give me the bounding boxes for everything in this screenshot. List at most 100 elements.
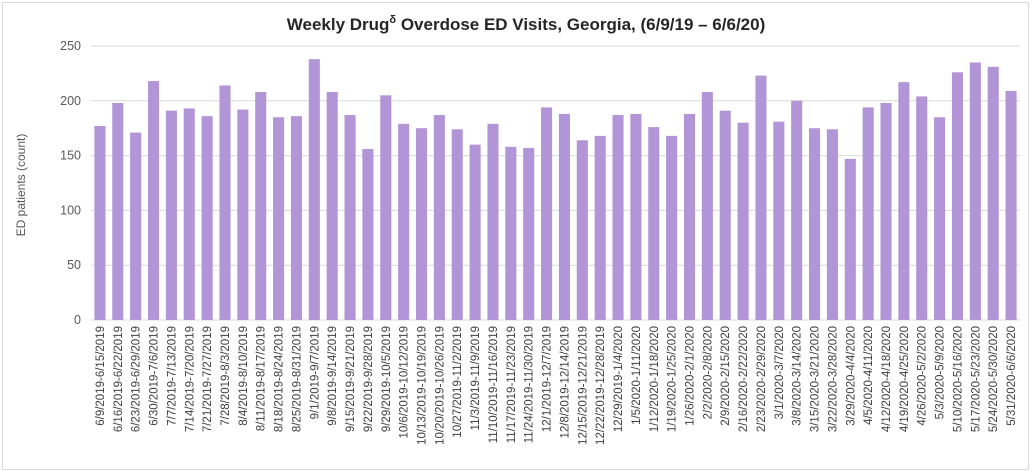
y-tick-label: 200	[60, 94, 81, 108]
x-tick-label: 11/24/2019-11/30/2019	[524, 326, 536, 443]
x-tick-label: 6/30/2019-7/6/2019	[149, 326, 161, 426]
bar	[165, 110, 177, 320]
bar	[201, 116, 213, 320]
x-tick-label: 7/7/2019-7/13/2019	[166, 326, 178, 426]
bar	[147, 81, 160, 321]
x-tick-label: 1/12/2020-1/18/2020	[649, 326, 661, 432]
x-tick-label: 5/31/2020-6/6/2020	[1006, 326, 1018, 426]
x-tick-label: 8/25/2019-8/31/2019	[291, 326, 303, 432]
y-tick-label: 250	[60, 39, 81, 53]
x-tick-label: 3/22/2020-3/28/2020	[827, 326, 839, 432]
x-tick-label: 8/4/2019-8/10/2019	[238, 326, 250, 426]
bar	[558, 113, 570, 321]
y-tick-label: 100	[60, 203, 81, 217]
bar	[683, 113, 696, 321]
bar	[273, 117, 285, 321]
x-tick-label: 6/16/2019-6/22/2019	[113, 326, 125, 432]
x-tick-label: 6/9/2019-6/15/2019	[95, 326, 107, 426]
bar	[433, 115, 445, 320]
bar	[487, 123, 499, 320]
x-tick-label: 12/29/2019-1/4/2020	[613, 326, 625, 432]
x-tick-label: 9/8/2019-9/14/2019	[327, 326, 339, 426]
bar	[987, 66, 999, 320]
x-tick-label: 1/5/2020-1/11/2020	[631, 326, 643, 425]
x-tick-label: 12/22/2019-12/28/2019	[595, 326, 607, 445]
x-tick-label: 12/15/2019-12/21/2019	[577, 326, 589, 445]
bar-chart: Weekly Drugδ Overdose ED Visits, Georgia…	[14, 14, 1020, 445]
bar	[183, 108, 195, 320]
bar	[451, 129, 463, 320]
x-tick-label: 2/2/2020-2/8/2020	[702, 326, 714, 419]
x-tick-label: 12/8/2019-12/14/2019	[559, 326, 571, 439]
x-tick-label: 9/1/2019-9/7/2019	[309, 326, 321, 419]
bar	[112, 102, 124, 320]
x-tick-label: 4/12/2020-4/18/2020	[881, 326, 893, 432]
x-tick-label: 9/22/2019-9/28/2019	[363, 326, 375, 432]
bar	[880, 102, 892, 320]
bar	[844, 158, 856, 320]
bar	[934, 117, 946, 321]
bar	[773, 121, 785, 321]
bar	[951, 72, 964, 320]
x-tick-label: 4/26/2020-5/2/2020	[917, 326, 929, 426]
bar	[648, 127, 660, 320]
x-tick-labels: 6/9/2019-6/15/2019 6/16/2019-6/22/2019 6/2…	[95, 326, 1018, 445]
x-tick-label: 1/19/2020-1/25/2020	[667, 326, 679, 432]
bar	[290, 116, 302, 320]
bar	[916, 96, 928, 320]
bar	[737, 122, 749, 320]
x-tick-label: 9/29/2019-10/5/2019	[381, 326, 393, 432]
bar	[326, 92, 338, 320]
bar	[469, 144, 481, 320]
bar	[791, 100, 803, 320]
x-tick-label: 3/29/2020-4/4/2020	[845, 326, 857, 426]
bar	[380, 95, 392, 320]
x-tick-label: 3/8/2020-3/14/2020	[792, 326, 804, 426]
bar	[719, 110, 731, 320]
y-axis-label: ED patients (count)	[14, 134, 28, 237]
bar	[362, 149, 374, 320]
bar	[612, 115, 624, 320]
bar	[219, 85, 231, 321]
x-tick-label: 5/17/2020-5/23/2020	[970, 326, 982, 432]
x-tick-label: 6/23/2019-6/29/2019	[131, 326, 143, 432]
x-tick-label: 10/6/2019-10/12/2019	[399, 326, 411, 439]
x-tick-label: 11/3/2019-11/9/2019	[470, 326, 482, 430]
x-tick-label: 1/26/2020-2/1/2020	[684, 326, 696, 426]
x-tick-label: 11/17/2019-11/23/2019	[506, 326, 518, 443]
x-tick-label: 11/10/2019-11/16/2019	[488, 326, 500, 443]
x-tick-label: 7/14/2019-7/20/2019	[184, 326, 196, 432]
x-tick-label: 8/18/2019-8/24/2019	[274, 326, 286, 432]
x-tick-label: 9/15/2019-9/21/2019	[345, 326, 357, 432]
x-tick-label: 2/9/2020-2/15/2020	[720, 326, 732, 426]
x-tick-label: 4/19/2020-4/25/2020	[899, 326, 911, 432]
bar	[594, 135, 606, 320]
x-tick-label: 5/10/2020-5/16/2020	[952, 326, 964, 432]
bar	[398, 123, 410, 320]
y-tick-label: 50	[67, 258, 81, 272]
bar	[630, 113, 642, 321]
y-tick-labels: 0 50 100 150 200 250	[60, 39, 81, 327]
bar	[541, 107, 553, 320]
bar	[666, 135, 678, 320]
bar	[344, 115, 356, 320]
bar	[809, 128, 821, 320]
bar	[898, 82, 910, 320]
x-tick-label: 4/5/2020-4/11/2020	[863, 326, 875, 425]
bar	[862, 107, 874, 320]
x-tick-label: 3/15/2020-3/21/2020	[810, 326, 822, 432]
x-tick-label: 7/28/2019-8/3/2019	[220, 326, 232, 426]
bar	[1005, 90, 1017, 320]
bar	[255, 92, 267, 320]
x-tick-label: 12/1/2019-12/7/2019	[542, 326, 554, 432]
x-tick-label: 5/24/2020-5/30/2020	[988, 326, 1000, 432]
bar	[826, 129, 838, 320]
x-tick-label: 10/27/2019-11/2/2019	[452, 326, 464, 438]
bar	[237, 109, 249, 321]
x-tick-label: 2/16/2020-2/22/2020	[738, 326, 750, 432]
x-tick-label: 10/13/2019-10/19/2019	[417, 326, 429, 445]
bar	[701, 92, 713, 320]
x-tick-label: 2/23/2020-2/29/2020	[756, 326, 768, 432]
bar	[505, 146, 517, 320]
